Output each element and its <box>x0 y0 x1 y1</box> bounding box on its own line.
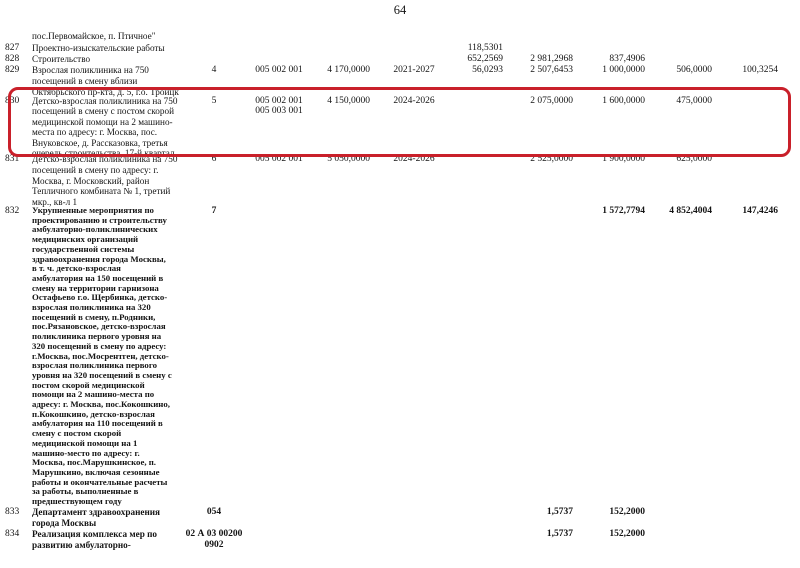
row-description: Детско-взрослая поликлиника на 750 посещ… <box>32 154 178 208</box>
row-description: Детско-взрослая поликлиника на 750 посещ… <box>32 96 178 159</box>
row-number: 828 <box>5 53 20 64</box>
department-code: 005 002 001 <box>255 154 303 164</box>
object-count: 7 <box>211 206 217 216</box>
construction-years: 2021-2027 <box>393 64 435 75</box>
row-number: 832 <box>5 206 20 216</box>
row-description: Проектно-изыскательские работы <box>32 42 165 53</box>
row-number: 834 <box>5 529 20 539</box>
amount-total: 4 170,0000 <box>327 64 370 75</box>
row-description: Укрупненные мероприятия по проектировани… <box>32 206 172 507</box>
value-col7: 118,5301 <box>467 42 503 53</box>
row-description: Строительство <box>32 53 91 64</box>
value-col8: 2 525,0000 <box>530 154 573 164</box>
department-code: 005 002 001 <box>255 64 303 75</box>
value-col9: 152,2000 <box>609 507 645 517</box>
row-description: Департамент здравоохранения города Москв… <box>32 507 161 528</box>
row-description: Реализация комплекса мер по развитию амб… <box>32 529 157 550</box>
value-col11: 147,4246 <box>742 206 778 216</box>
value-col8: 2 075,0000 <box>530 96 573 106</box>
row-number: 833 <box>5 507 20 517</box>
object-count: 4 <box>211 64 217 75</box>
value-col8: 2 507,6453 <box>530 64 573 75</box>
value-col8: 1,5737 <box>546 529 573 539</box>
value-col10: 475,0000 <box>676 96 712 106</box>
value-col10: 506,0000 <box>676 64 712 75</box>
value-col7: 652,2569 <box>467 53 503 64</box>
value-col8: 2 981,2968 <box>530 53 573 64</box>
value-col9: 1 900,0000 <box>602 154 645 164</box>
object-count: 5 <box>211 96 217 106</box>
construction-years: 2024-2026 <box>393 154 435 164</box>
value-col10: 4 852,4004 <box>669 206 712 216</box>
value-col11: 100,3254 <box>742 64 778 75</box>
department-code: 005 002 001 005 003 001 <box>255 96 303 117</box>
amount-total: 4 150,0000 <box>327 96 370 106</box>
value-col9: 1 600,0000 <box>602 96 645 106</box>
value-col7: 56,0293 <box>472 64 503 75</box>
row-number: 827 <box>5 42 20 53</box>
budget-code: 02 А 03 00200 0902 <box>185 529 243 550</box>
department-id: 054 <box>206 507 222 517</box>
value-col9: 1 000,0000 <box>602 64 645 75</box>
amount-total: 5 050,0000 <box>327 154 370 164</box>
page-number: 64 <box>393 3 407 17</box>
row-description: пос.Первомайское, п. Птичное" <box>32 31 156 41</box>
row-description: Взрослая поликлиника на 750 посещений в … <box>32 64 179 97</box>
value-col8: 1,5737 <box>546 507 573 517</box>
construction-years: 2024-2026 <box>393 96 435 106</box>
row-number: 829 <box>5 64 20 75</box>
value-col9: 1 572,7794 <box>602 206 645 216</box>
object-count: 6 <box>211 154 217 164</box>
value-col9: 837,4906 <box>609 53 645 64</box>
value-col10: 625,0000 <box>676 154 712 164</box>
row-number: 831 <box>5 154 20 164</box>
value-col9: 152,2000 <box>609 529 645 539</box>
row-number: 830 <box>5 96 20 106</box>
